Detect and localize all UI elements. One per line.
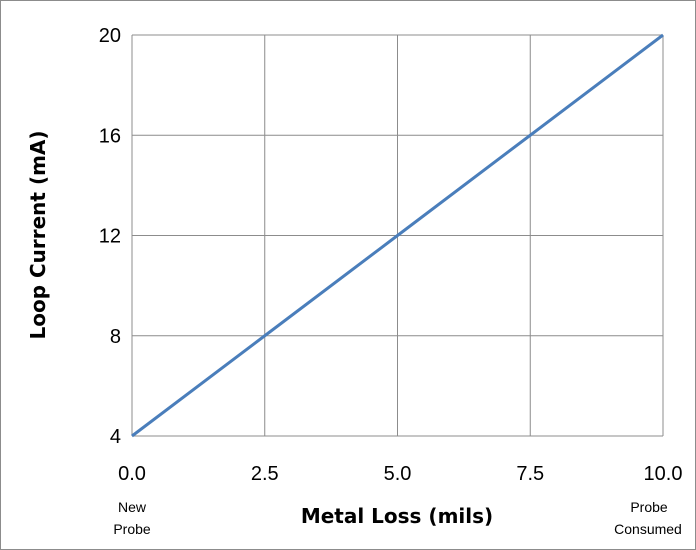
x-tick-labels: 0.0 2.5 5.0 7.5 10.0 <box>118 463 682 485</box>
grid-lines <box>131 34 664 437</box>
x-tick-label-0: 0.0 <box>118 463 146 485</box>
x-start-note-line-1: New <box>118 499 147 515</box>
y-tick-label-4: 20 <box>99 25 121 47</box>
y-tick-label-1: 8 <box>110 326 121 348</box>
x-end-note-line-1: Probe <box>630 499 668 515</box>
series-line-0 <box>131 33 664 438</box>
x-axis-title: Metal Loss (mils) <box>301 504 493 528</box>
y-tick-label-0: 4 <box>110 426 121 448</box>
x-tick-label-3: 7.5 <box>516 463 544 485</box>
x-tick-label-4: 10.0 <box>644 463 683 485</box>
y-axis-title: Loop Current (mA) <box>26 130 50 339</box>
x-start-note-line-2: Probe <box>113 521 151 537</box>
x-end-note-line-2: Consumed <box>614 521 682 537</box>
x-tick-label-2: 5.0 <box>384 463 412 485</box>
y-tick-label-3: 16 <box>99 125 121 147</box>
series-layer <box>131 33 664 438</box>
y-tick-label-2: 12 <box>99 226 121 248</box>
y-tick-labels: 4 8 12 16 20 <box>99 25 121 448</box>
x-tick-label-1: 2.5 <box>251 463 279 485</box>
